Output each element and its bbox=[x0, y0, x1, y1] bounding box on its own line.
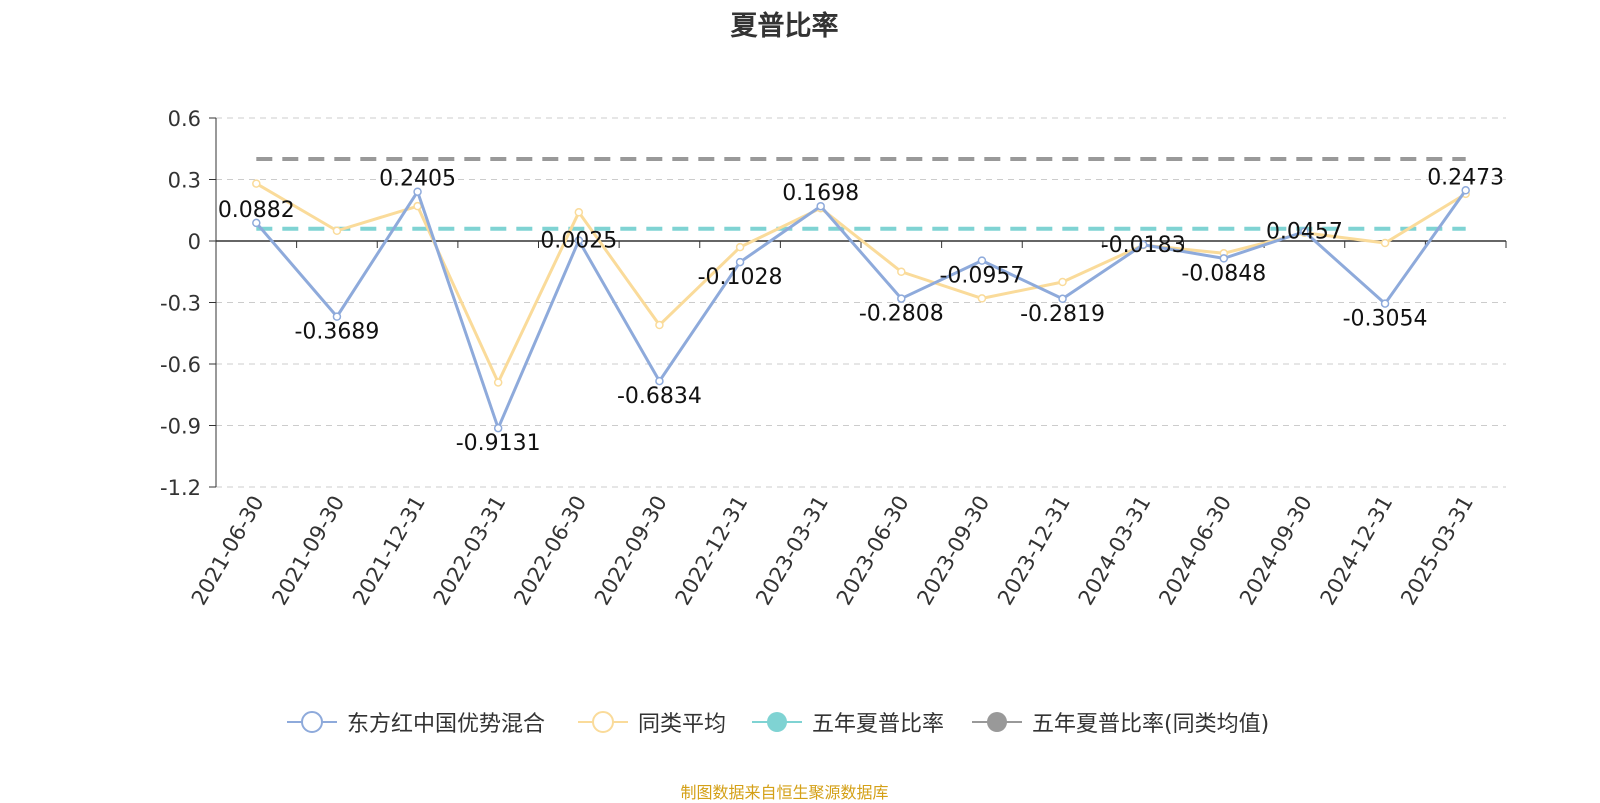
fund-point bbox=[1461, 186, 1470, 195]
y-tick-label: 0.6 bbox=[168, 107, 201, 131]
y-tick-label: -0.3 bbox=[160, 292, 201, 316]
y-tick-label: -1.2 bbox=[160, 476, 201, 500]
legend-item-peer-average[interactable]: 同类平均 bbox=[578, 704, 726, 740]
fund-data-label: -0.1028 bbox=[698, 265, 783, 290]
peer-average-point bbox=[252, 179, 261, 188]
line-chart: 0.6 0.3 0 -0.3 -0.6 -0.9 -1.22021-06-302021-09… bbox=[160, 107, 1507, 610]
legend-item-fund[interactable]: 东方红中国优势混合 bbox=[287, 704, 545, 740]
fund-point bbox=[493, 423, 503, 433]
x-tick-label: 2023-06-30 bbox=[832, 492, 914, 610]
data-source-note: 制图数据来自恒生聚源数据库 bbox=[680, 783, 889, 802]
x-tick-label: 2021-09-30 bbox=[267, 492, 349, 610]
fund-data-label: -0.3054 bbox=[1343, 307, 1428, 332]
peer-average-line bbox=[255, 182, 1467, 384]
legend-marker-peer-average bbox=[578, 711, 628, 733]
fund-data-label: 0.0457 bbox=[1266, 220, 1343, 245]
fund-point bbox=[332, 312, 342, 321]
fund-point bbox=[1300, 227, 1309, 236]
fund-data-label: -0.6834 bbox=[617, 384, 702, 409]
peer-average-point bbox=[574, 208, 584, 217]
x-tick-label: 2024-03-31 bbox=[1074, 492, 1156, 610]
x-tick-label: 2025-03-31 bbox=[1396, 492, 1478, 610]
peer-average-point bbox=[897, 267, 906, 276]
peer-average-point bbox=[655, 320, 664, 330]
fund-data-label: 0.1698 bbox=[782, 181, 859, 206]
y-tick-label: -0.6 bbox=[160, 353, 201, 377]
y-tick-label: 0.3 bbox=[168, 169, 201, 193]
x-tick-label: 2023-09-30 bbox=[912, 492, 994, 610]
fund-data-label: -0.2808 bbox=[859, 302, 944, 327]
fund-data-label: -0.0957 bbox=[939, 264, 1024, 289]
legend-label-five-year-sharpe-peer: 五年夏普比率(同类均值) bbox=[1032, 712, 1270, 737]
legend-item-five-year-sharpe[interactable]: 五年夏普比率 bbox=[752, 704, 944, 740]
peer-average-point bbox=[332, 226, 342, 235]
legend-label-peer-average: 同类平均 bbox=[638, 712, 727, 737]
x-tick-label: 2024-09-30 bbox=[1235, 492, 1317, 610]
fund-point bbox=[897, 294, 906, 303]
legend-marker-five-year-sharpe bbox=[752, 712, 802, 732]
fund-point bbox=[655, 376, 664, 386]
peer-average-point bbox=[493, 378, 503, 387]
y-tick-label: 0 bbox=[188, 230, 201, 254]
legend-item-five-year-sharpe-peer[interactable]: 五年夏普比率(同类均值) bbox=[972, 704, 1269, 740]
x-tick-label: 2022-06-30 bbox=[509, 492, 591, 610]
fund-point bbox=[1058, 294, 1067, 304]
peer-average-point bbox=[413, 201, 422, 211]
fund-point bbox=[1380, 299, 1390, 308]
fund-data-label: -0.0183 bbox=[1101, 233, 1186, 258]
peer-average-point bbox=[1058, 277, 1067, 287]
chart-title: 夏普比率 bbox=[730, 11, 839, 42]
x-tick-label: 2021-12-31 bbox=[348, 492, 430, 610]
y-tick-label: -0.9 bbox=[160, 415, 201, 439]
fund-point bbox=[816, 201, 825, 211]
x-tick-label: 2022-12-31 bbox=[671, 492, 753, 610]
fund-point bbox=[977, 256, 987, 265]
x-tick-label: 2024-12-31 bbox=[1316, 492, 1398, 610]
peer-average-point bbox=[1380, 238, 1390, 248]
peer-average-point bbox=[977, 294, 987, 303]
legend-marker-five-year-sharpe-peer bbox=[972, 712, 1022, 732]
x-tick-label: 2023-12-31 bbox=[993, 492, 1075, 610]
fund-point bbox=[413, 187, 422, 196]
fund-data-label: 0.0882 bbox=[218, 198, 295, 223]
legend-marker-fund bbox=[287, 711, 337, 733]
fund-data-label: -0.0848 bbox=[1181, 261, 1266, 286]
fund-data-label: 0.2405 bbox=[379, 167, 456, 192]
x-tick-label: 2022-09-30 bbox=[590, 492, 672, 610]
fund-data-label: -0.3689 bbox=[294, 320, 379, 345]
peer-average-point bbox=[735, 242, 745, 252]
fund-data-label: -0.9131 bbox=[456, 431, 541, 456]
fund-line bbox=[255, 189, 1467, 430]
fund-data-label: -0.2819 bbox=[1020, 302, 1105, 327]
fund-point bbox=[252, 218, 261, 228]
fund-data-label: 0.0025 bbox=[540, 228, 617, 253]
x-tick-label: 2022-03-31 bbox=[429, 492, 511, 610]
fund-point bbox=[1219, 254, 1229, 263]
fund-data-label: 0.2473 bbox=[1427, 165, 1504, 190]
fund-point bbox=[1138, 240, 1148, 250]
x-tick-label: 2024-06-30 bbox=[1154, 492, 1236, 610]
fund-point bbox=[574, 236, 584, 245]
x-tick-label: 2021-06-30 bbox=[187, 492, 269, 610]
legend-label-fund: 东方红中国优势混合 bbox=[347, 712, 546, 737]
fund-point bbox=[735, 257, 745, 267]
x-tick-label: 2023-03-31 bbox=[751, 492, 833, 610]
legend-label-five-year-sharpe: 五年夏普比率 bbox=[812, 712, 945, 737]
